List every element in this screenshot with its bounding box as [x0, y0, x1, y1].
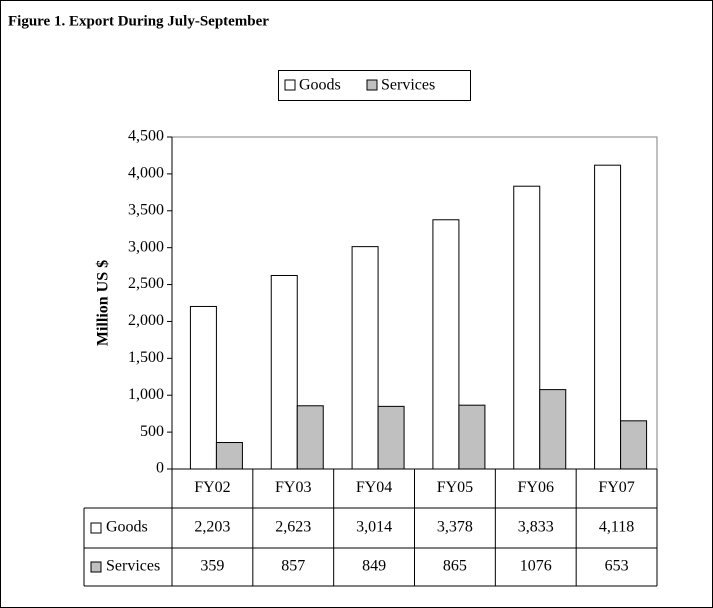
legend-label: Services [381, 77, 435, 94]
table-row-label: Services [106, 558, 160, 575]
x-tick-label: FY07 [598, 479, 634, 496]
x-tick-label: FY02 [194, 479, 230, 496]
table-cell: 653 [605, 558, 629, 575]
bar [458, 404, 486, 470]
legend-swatch [366, 79, 378, 91]
y-tick-label: 1,000 [128, 386, 164, 403]
y-tick-label: 0 [156, 460, 164, 477]
table-cell: 1076 [520, 558, 552, 575]
y-tick-label: 500 [140, 423, 164, 440]
table-cell: 3,833 [518, 519, 554, 536]
table-row-label: Goods [106, 519, 148, 536]
table-cell: 3,014 [356, 519, 392, 536]
x-tick-label: FY03 [275, 479, 311, 496]
table-cell: 3,378 [437, 519, 473, 536]
bar [351, 246, 379, 470]
table-cell: 359 [200, 558, 224, 575]
chart-title: Figure 1. Export During July-September [8, 13, 269, 29]
y-tick-label: 1,500 [128, 349, 164, 366]
table-cell: 857 [281, 558, 305, 575]
y-tick-label: 3,000 [128, 238, 164, 255]
x-tick-label: FY04 [356, 479, 392, 496]
table-legend-swatch [90, 561, 102, 573]
table-cell: 849 [362, 558, 386, 575]
legend-label: Goods [299, 77, 341, 94]
bar [620, 420, 648, 470]
bar [189, 305, 217, 470]
bar [270, 274, 298, 470]
table-legend-swatch [90, 522, 102, 534]
bar [215, 442, 243, 470]
table-cell: 2,203 [194, 519, 230, 536]
y-axis-label: Million US $ [95, 260, 112, 346]
legend-swatch [284, 79, 296, 91]
bar [594, 164, 622, 470]
y-tick-label: 4,000 [128, 165, 164, 182]
bar [377, 405, 405, 470]
bar [539, 389, 567, 470]
y-tick-label: 2,000 [128, 312, 164, 329]
x-tick-label: FY05 [437, 479, 473, 496]
bar [296, 405, 324, 470]
x-tick-label: FY06 [518, 479, 554, 496]
table-cell: 2,623 [275, 519, 311, 536]
bar [432, 219, 460, 470]
table-cell: 4,118 [599, 519, 634, 536]
y-tick-label: 2,500 [128, 275, 164, 292]
y-tick-label: 3,500 [128, 201, 164, 218]
bar [513, 185, 541, 470]
y-tick-label: 4,500 [128, 128, 164, 145]
table-cell: 865 [443, 558, 467, 575]
